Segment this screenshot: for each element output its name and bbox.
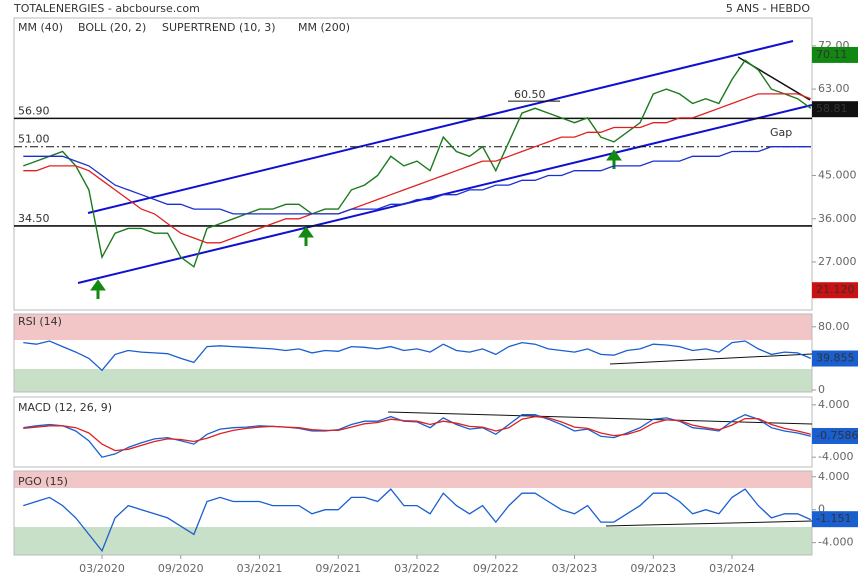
y-tick-label: -4.000 <box>818 450 853 463</box>
y-tick-label: 45.000 <box>818 169 857 182</box>
last-value-label: -0.7586 <box>816 429 858 442</box>
last-value-box <box>812 101 858 118</box>
period: 5 ANS - HEBDO <box>726 2 810 15</box>
oversold-band <box>14 369 812 392</box>
series-line <box>23 146 811 215</box>
y-tick-label: 4.000 <box>818 398 850 411</box>
panel-title: MACD (12, 26, 9) <box>18 401 112 414</box>
level-label: 51.00 <box>18 133 50 146</box>
legend-entry: MM (40) <box>18 21 63 34</box>
last-value-label: 58.81 <box>816 102 848 115</box>
oversold-band <box>14 527 812 555</box>
x-tick-label: 09/2020 <box>158 562 204 575</box>
last-value-label: -1.151 <box>816 512 851 525</box>
last-value-box <box>812 427 858 444</box>
chart-title: TOTALENERGIES - abcbourse.com <box>13 2 200 15</box>
panel-title: PGO (15) <box>18 475 68 488</box>
series-line <box>23 488 812 553</box>
y-tick-label: 27.000 <box>818 255 857 268</box>
last-value-label: 70.11 <box>816 48 848 61</box>
channel-line <box>87 40 794 214</box>
buy-arrow <box>298 226 314 246</box>
overbought-band <box>14 471 812 488</box>
trend-line <box>609 353 813 365</box>
series-line <box>23 59 812 268</box>
last-value-label: 39.855 <box>816 352 855 365</box>
annotation: 60.50 <box>514 88 546 101</box>
last-value-label: 21.120 <box>816 283 855 296</box>
y-tick-label: 63.00 <box>818 82 850 95</box>
level-label: 34.50 <box>18 212 50 225</box>
trend-line <box>605 520 813 527</box>
y-tick-label: 0 <box>818 503 825 516</box>
annotation: Gap <box>770 126 792 139</box>
last-value-box <box>812 350 858 367</box>
x-tick-label: 03/2024 <box>709 562 755 575</box>
buy-arrow <box>606 149 622 169</box>
y-tick-label: 4.000 <box>818 470 850 483</box>
x-tick-label: 03/2020 <box>79 562 125 575</box>
y-tick-label: 80.00 <box>818 320 850 333</box>
y-tick-label: 0 <box>818 383 825 396</box>
series-line <box>23 340 812 372</box>
y-tick-label: -4.000 <box>818 536 853 549</box>
x-tick-label: 09/2023 <box>630 562 676 575</box>
y-tick-label: 36.000 <box>818 212 857 225</box>
overbought-band <box>14 314 812 340</box>
last-value-box <box>812 511 858 528</box>
buy-arrow <box>90 279 106 299</box>
series-line <box>23 415 811 452</box>
series-line <box>23 93 812 244</box>
level-label: 56.90 <box>18 104 50 117</box>
x-tick-label: 03/2021 <box>237 562 283 575</box>
x-tick-label: 09/2022 <box>473 562 519 575</box>
panel-title: RSI (14) <box>18 315 62 328</box>
legend-entry: SUPERTREND (10, 3) <box>162 21 276 34</box>
x-tick-label: 03/2023 <box>552 562 598 575</box>
last-value-box <box>812 46 858 63</box>
x-tick-label: 03/2022 <box>394 562 440 575</box>
legend-entry: BOLL (20, 2) <box>78 21 146 34</box>
legend-entry: MM (200) <box>298 21 350 34</box>
x-tick-label: 09/2021 <box>315 562 361 575</box>
main-panel <box>13 17 813 311</box>
trend-line <box>387 411 813 425</box>
last-value-box <box>812 282 858 299</box>
channel-line <box>77 104 813 284</box>
